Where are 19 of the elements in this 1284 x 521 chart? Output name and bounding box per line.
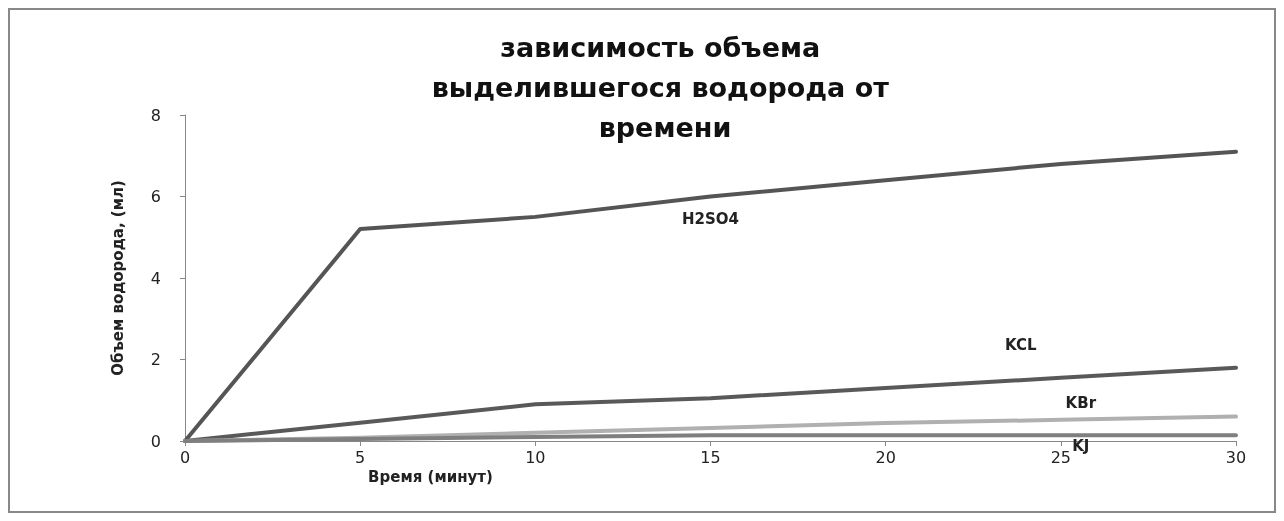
x-tick-label: 20: [875, 447, 896, 467]
x-tick-label: 10: [525, 447, 546, 467]
y-tick-label: 2: [150, 350, 161, 369]
x-tick-label: 25: [1050, 447, 1072, 467]
series-label: H2SO4: [682, 210, 739, 228]
chart-title: зависимость объема выделившегося водорода от времени: [431, 31, 899, 143]
x-tick-label: 15: [700, 447, 721, 467]
x-tick-label: 0: [179, 447, 191, 467]
y-tick-label: 0: [150, 431, 161, 451]
y-tick-label: 8: [150, 105, 161, 125]
series-label: KJ: [1072, 436, 1090, 455]
x-tick-label: 5: [355, 447, 366, 467]
series-label: KCL: [1005, 336, 1038, 355]
x-axis-title: Время (минут): [368, 468, 493, 487]
y-tick-label: 6: [150, 187, 161, 206]
y-axis-title: Объем водорода, (мл): [108, 180, 127, 376]
series-label: KBr: [1065, 394, 1097, 413]
x-tick-label: 30: [1225, 447, 1247, 467]
y-tick-label: 4: [150, 268, 161, 288]
